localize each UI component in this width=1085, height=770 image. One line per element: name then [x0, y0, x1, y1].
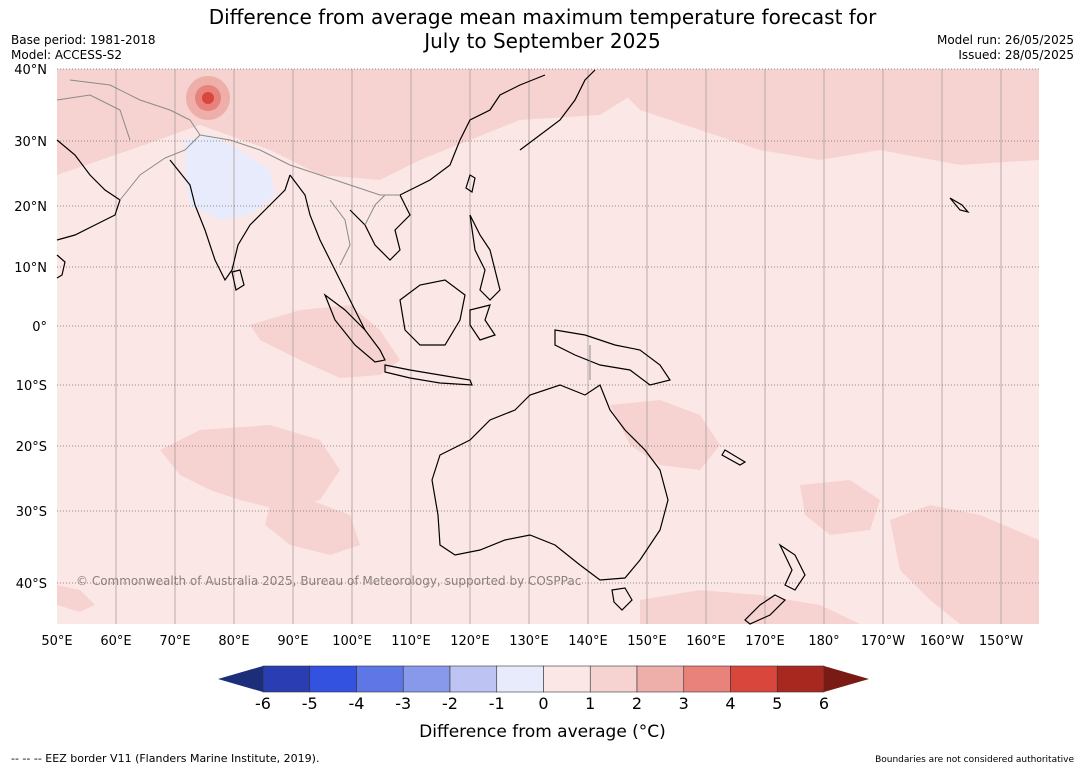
lon-label: 50°E: [41, 634, 72, 649]
colorbar-box: [543, 665, 591, 693]
lon-label: 70°E: [159, 634, 190, 649]
colorbar-tick-label: 2: [632, 694, 642, 713]
lon-label: 140°E: [568, 634, 608, 649]
lon-label: 60°E: [100, 634, 131, 649]
lat-label: 10°S: [16, 379, 47, 394]
lat-label: 40°S: [16, 577, 47, 592]
colorbar-box: [262, 665, 311, 693]
model-name: Model: ACCESS-S2: [11, 48, 123, 62]
colorbar-tick-label: -6: [255, 694, 271, 713]
colorbar-tick-label: -4: [349, 694, 365, 713]
lat-label: 20°S: [16, 440, 47, 455]
lat-label: 40°N: [14, 63, 47, 78]
colorbar-box: [356, 665, 404, 693]
lon-label: 110°E: [391, 634, 431, 649]
latitude-labels: 40°N 30°N 20°N 10°N 0° 10°S 20°S 30°S 40…: [14, 63, 47, 592]
colorbar-box: [589, 665, 638, 693]
colorbar-box: [730, 665, 778, 693]
lon-label: 80°E: [218, 634, 249, 649]
meridian-lines: [115, 69, 1002, 624]
colorbar-tick-label: 6: [819, 694, 829, 713]
colorbar: -6 -5 -4 -3 -2 -1 0 1 2 3 4 5 6: [218, 665, 869, 713]
colorbar-arrow-high: [824, 666, 869, 692]
lon-label: 150°W: [979, 634, 1023, 649]
colorbar-tick-label: 1: [585, 694, 595, 713]
colorbar-box: [309, 665, 357, 693]
lon-label: 130°E: [509, 634, 549, 649]
boundaries-disclaimer: Boundaries are not considered authoritat…: [875, 755, 1074, 765]
lon-label: 120°E: [450, 634, 490, 649]
colorbar-box: [683, 665, 731, 693]
colorbar-tick-label: -1: [489, 694, 505, 713]
lon-label: 150°E: [627, 634, 667, 649]
longitude-labels: 50°E 60°E 70°E 80°E 90°E 100°E 110°E 120…: [41, 634, 1023, 649]
lon-label: 170°E: [745, 634, 785, 649]
colorbar-box: [496, 665, 544, 693]
lat-label: 30°N: [14, 135, 47, 150]
lon-label: 170°W: [861, 634, 905, 649]
lat-label: 10°N: [14, 261, 47, 276]
title-line-2: July to September 2025: [424, 29, 661, 53]
meta-right: Model run: 26/05/2025 Issued: 28/05/2025: [937, 33, 1074, 63]
lon-label: 160°W: [920, 634, 964, 649]
colorbar-tick-label: -5: [302, 694, 318, 713]
colorbar-box: [636, 665, 685, 693]
colorbar-title: Difference from average (°C): [419, 722, 666, 742]
title-line-1: Difference from average mean maximum tem…: [208, 5, 877, 29]
lat-label: 30°S: [16, 505, 47, 520]
eez-legend-note: -- -- -- EEZ border V11 (Flanders Marine…: [11, 752, 320, 765]
colorbar-box: [402, 665, 451, 693]
meta-left: Base period: 1981-2018 Model: ACCESS-S2: [11, 33, 156, 63]
colorbar-tick-label: -3: [395, 694, 411, 713]
coastlines: [56, 69, 970, 625]
lon-label: 90°E: [277, 634, 308, 649]
colorbar-arrow-low: [218, 666, 263, 692]
colorbar-box: [776, 665, 825, 693]
issued-date: Issued: 28/05/2025: [958, 48, 1074, 62]
lat-label: 0°: [32, 320, 47, 335]
country-borders: [56, 79, 591, 380]
base-period: Base period: 1981-2018: [11, 33, 156, 47]
copyright-notice: © Commonwealth of Australia 2025, Bureau…: [76, 574, 582, 588]
colorbar-tick-label: 0: [538, 694, 548, 713]
lon-label: 180°: [808, 634, 839, 649]
map-title: Difference from average mean maximum tem…: [0, 5, 1085, 53]
colorbar-tick-label: -2: [442, 694, 458, 713]
lon-label: 160°E: [686, 634, 726, 649]
lat-label: 20°N: [14, 200, 47, 215]
model-run: Model run: 26/05/2025: [936, 33, 1074, 47]
colorbar-tick-label: 4: [725, 694, 735, 713]
lon-label: 100°E: [332, 634, 372, 649]
colorbar-tick-label: 3: [679, 694, 689, 713]
colorbar-box: [449, 665, 498, 693]
colorbar-tick-label: 5: [772, 694, 782, 713]
